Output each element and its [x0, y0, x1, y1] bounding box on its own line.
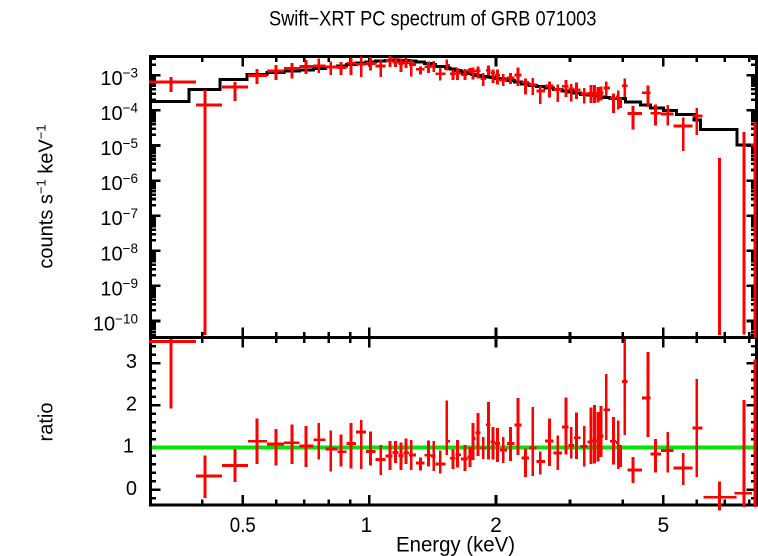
svg-text:10−3: 10−3 — [100, 66, 138, 90]
svg-text:ratio: ratio — [35, 403, 57, 442]
svg-text:10−5: 10−5 — [100, 136, 138, 160]
svg-text:10−4: 10−4 — [100, 101, 138, 125]
svg-text:3: 3 — [126, 351, 137, 373]
svg-text:0.5: 0.5 — [230, 514, 256, 537]
svg-text:5: 5 — [657, 514, 669, 537]
svg-text:2: 2 — [490, 514, 502, 537]
svg-text:counts s−1​ keV−1​: counts s−1​ keV−1​ — [33, 124, 57, 268]
svg-text:1: 1 — [361, 514, 373, 537]
svg-text:0: 0 — [126, 478, 137, 500]
svg-text:Swift−XRT PC spectrum of GRB 0: Swift−XRT PC spectrum of GRB 071003 — [269, 7, 597, 30]
svg-text:1: 1 — [123, 436, 134, 458]
svg-text:Energy (keV): Energy (keV) — [396, 533, 515, 556]
svg-text:2: 2 — [126, 393, 137, 415]
